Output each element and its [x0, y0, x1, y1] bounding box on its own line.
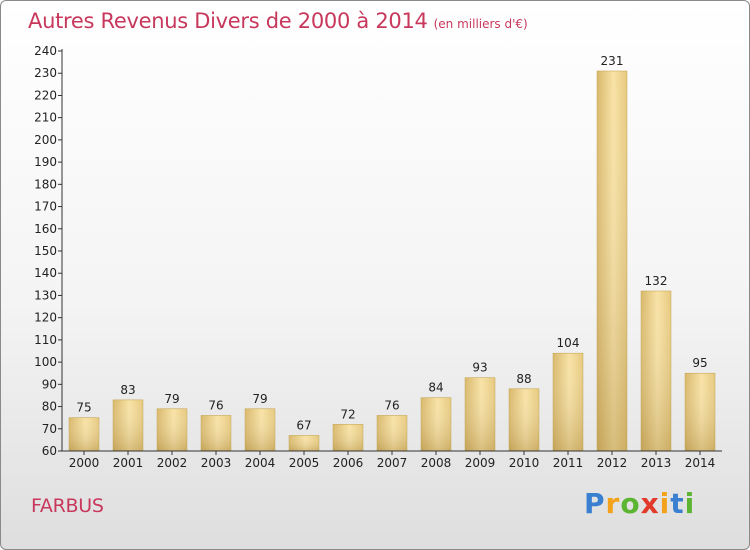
data-label: 72: [340, 407, 355, 421]
x-tick-label: 2002: [157, 456, 188, 470]
bar-shade: [685, 373, 715, 451]
x-tick-label: 2005: [289, 456, 320, 470]
y-tick-label: 190: [34, 155, 57, 169]
y-tick-label: 170: [34, 200, 57, 214]
y-tick-label: 140: [34, 266, 57, 280]
y-tick-label: 180: [34, 177, 57, 191]
y-tick-label: 240: [34, 44, 57, 58]
x-tick-label: 2004: [245, 456, 276, 470]
data-label: 231: [601, 54, 624, 68]
bars: 75 83 79 76 79 67 72 76 84 93 88 104 231 132 95: [68, 54, 716, 452]
logo-letter: P: [584, 487, 606, 520]
logo-letter: t: [670, 487, 685, 520]
commune-name: FARBUS: [31, 495, 104, 517]
chart-title: Autres Revenus Divers de 2000 à 2014: [28, 9, 428, 33]
data-label: 104: [557, 336, 580, 350]
bar-shade: [201, 415, 231, 451]
data-label: 76: [384, 398, 399, 412]
logo-letter: o: [620, 487, 641, 520]
data-label: 67: [296, 418, 311, 432]
data-label: 83: [120, 383, 135, 397]
y-tick-label: 230: [34, 66, 57, 80]
data-label: 93: [472, 361, 487, 375]
data-label: 84: [428, 381, 443, 395]
x-tick-label: 2010: [509, 456, 540, 470]
y-tick-label: 80: [42, 400, 57, 414]
y-tick-label: 220: [34, 88, 57, 102]
bar-shade: [69, 417, 99, 451]
y-axis: 60 70 80 90 100 110 120 130 140 150 160 170 180 190 20…: [34, 44, 63, 458]
x-tick-label: 2011: [553, 456, 584, 470]
y-tick-label: 160: [34, 222, 57, 236]
x-tick-label: 2008: [421, 456, 452, 470]
data-label: 88: [516, 372, 531, 386]
logo-letter: i: [659, 487, 671, 520]
data-label: 132: [645, 274, 668, 288]
bar-shade: [597, 71, 627, 451]
bar-shade: [289, 435, 319, 451]
y-tick-label: 150: [34, 244, 57, 258]
y-tick-label: 90: [42, 377, 57, 391]
bar-shade: [245, 408, 275, 451]
y-tick-label: 70: [42, 422, 57, 436]
y-tick-label: 60: [42, 444, 57, 458]
x-tick-label: 2014: [685, 456, 716, 470]
y-tick-label: 130: [34, 288, 57, 302]
bar-shade: [509, 388, 539, 451]
logo-letter: r: [605, 487, 621, 520]
bar-shade: [377, 415, 407, 451]
x-tick-label: 2003: [201, 456, 232, 470]
x-tick-label: 2009: [465, 456, 496, 470]
bar-shade: [421, 397, 451, 451]
x-tick-label: 2007: [377, 456, 408, 470]
y-tick-label: 200: [34, 133, 57, 147]
data-label: 95: [692, 356, 707, 370]
bar-shade: [113, 399, 143, 451]
x-tick-label: 2001: [113, 456, 144, 470]
x-tick-label: 2013: [641, 456, 672, 470]
x-tick-label: 2012: [597, 456, 628, 470]
logo-letter: i: [684, 487, 696, 520]
data-label: 79: [164, 392, 179, 406]
x-tick-label: 2000: [69, 456, 100, 470]
y-tick-label: 120: [34, 311, 57, 325]
x-tick-label: 2006: [333, 456, 364, 470]
bar-shade: [553, 353, 583, 451]
bar-shade: [157, 408, 187, 451]
y-tick-label: 110: [34, 333, 57, 347]
y-tick-label: 100: [34, 355, 57, 369]
x-axis: 2000 2001 2002 2003 2004 2005 2006 2007 2008 2009…: [62, 450, 722, 470]
logo-letter: x: [640, 487, 660, 520]
data-label: 79: [252, 392, 267, 406]
proxiti-logo[interactable]: Proxiti: [584, 487, 695, 520]
bar-shade: [641, 291, 671, 451]
title-row: Autres Revenus Divers de 2000 à 2014 (en …: [28, 9, 528, 33]
y-tick-label: 210: [34, 111, 57, 125]
data-label: 76: [208, 398, 223, 412]
chart-unit: (en milliers d'€): [433, 17, 528, 31]
bar-shade: [333, 424, 363, 451]
bar-shade: [465, 377, 495, 451]
data-label: 75: [76, 401, 91, 415]
